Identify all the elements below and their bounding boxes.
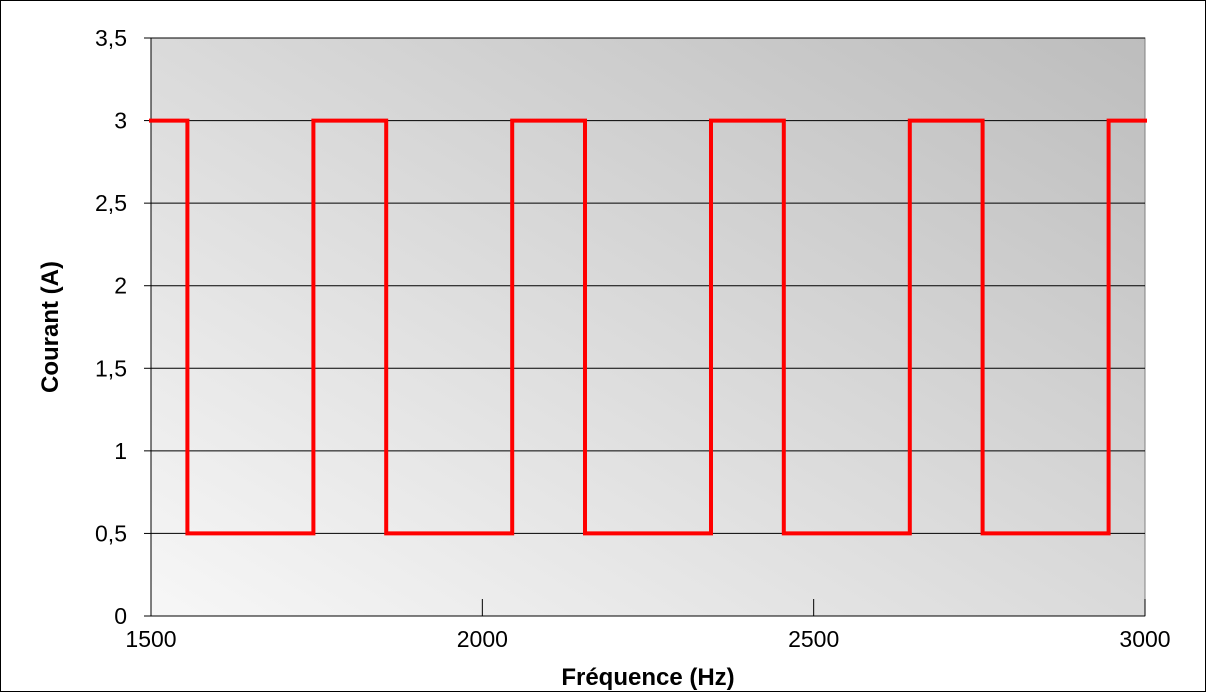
y-tick-label: 1,5 xyxy=(95,355,127,381)
series xyxy=(149,118,1147,536)
plot-area xyxy=(150,37,1146,617)
series-line-1 xyxy=(149,118,1147,536)
y-tick-label: 0,5 xyxy=(95,520,127,546)
y-tick-label: 1 xyxy=(114,438,127,464)
y-tick-label: 0 xyxy=(114,603,127,629)
y-tick-label: 3,5 xyxy=(95,25,127,51)
x-tick-label: 2500 xyxy=(788,626,839,652)
axes xyxy=(144,37,1146,617)
x-tick-label: 2000 xyxy=(457,626,508,652)
y-axis-title: Courant (A) xyxy=(37,261,64,393)
x-tick-label: 3000 xyxy=(1119,626,1170,652)
y-tick-label: 2 xyxy=(114,273,127,299)
x-tick-label: 1500 xyxy=(125,626,176,652)
y-tick-label: 2,5 xyxy=(95,190,127,216)
tick-labels: 0 0,5 1 1,5 2 2,5 3 3,5 1500 2000 2500 3000 xyxy=(95,25,1171,652)
x-axis-title: Fréquence (Hz) xyxy=(561,664,734,691)
y-tick-label: 3 xyxy=(114,108,127,134)
